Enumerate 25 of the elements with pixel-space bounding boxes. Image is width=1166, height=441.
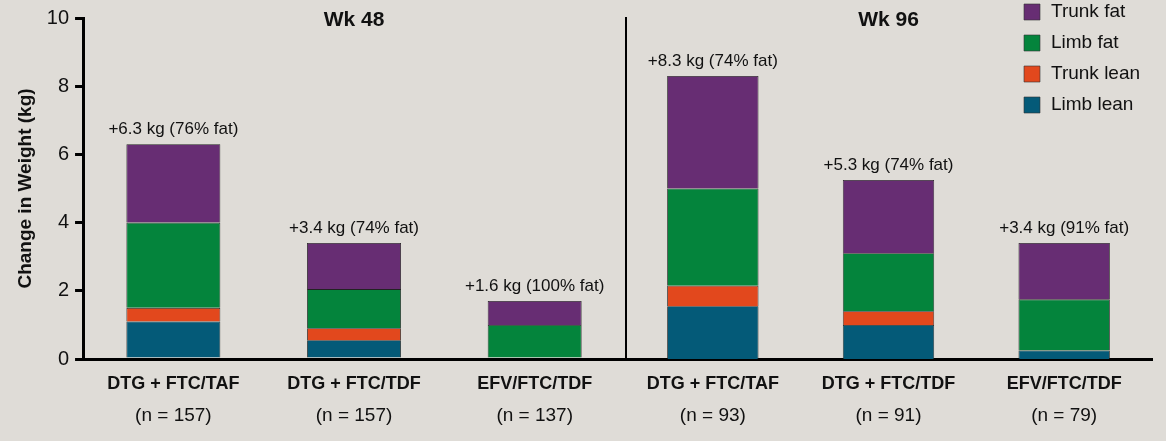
total-label: +3.4 kg (91% fat): [999, 218, 1130, 238]
total-label: +1.6 kg (100% fat): [464, 276, 605, 296]
y-axis-title: Change in Weight (kg): [13, 88, 35, 289]
chart-title: Wk 48: [323, 6, 385, 30]
legend-label: Limb fat: [1051, 31, 1120, 53]
x-tick-label: DTG + FTC/TDF (n = 157): [287, 372, 421, 426]
legend-label: Trunk lean: [1051, 62, 1141, 84]
y-tick-label: 10: [46, 5, 70, 28]
total-label: +3.4 kg (74% fat): [289, 218, 419, 238]
y-tick-label: 0: [57, 346, 70, 369]
total-label: +8.3 kg (74% fat): [647, 51, 778, 71]
total-label: +5.3 kg (74% fat): [823, 155, 954, 175]
x-tick-label: EFV/FTC/TDF (n = 79): [1006, 372, 1122, 426]
x-tick-label: EFV/FTC/TDF (n = 137): [477, 372, 593, 426]
y-tick-label: 2: [57, 278, 70, 301]
x-tick-label: DTG + FTC/TAF (n = 93): [646, 372, 779, 426]
y-tick-label: 8: [57, 73, 70, 96]
legend-label: Limb lean: [1051, 93, 1134, 115]
y-tick-label: 4: [57, 210, 70, 233]
x-tick-label: DTG + FTC/TDF (n = 91): [821, 372, 956, 426]
legend-label: Trunk fat: [1051, 0, 1126, 22]
chart-title: Wk 96: [858, 6, 919, 30]
y-tick-label: 6: [57, 141, 70, 164]
total-label: +6.3 kg (76% fat): [108, 119, 239, 139]
x-tick-label: DTG + FTC/TAF (n = 157): [107, 372, 240, 426]
